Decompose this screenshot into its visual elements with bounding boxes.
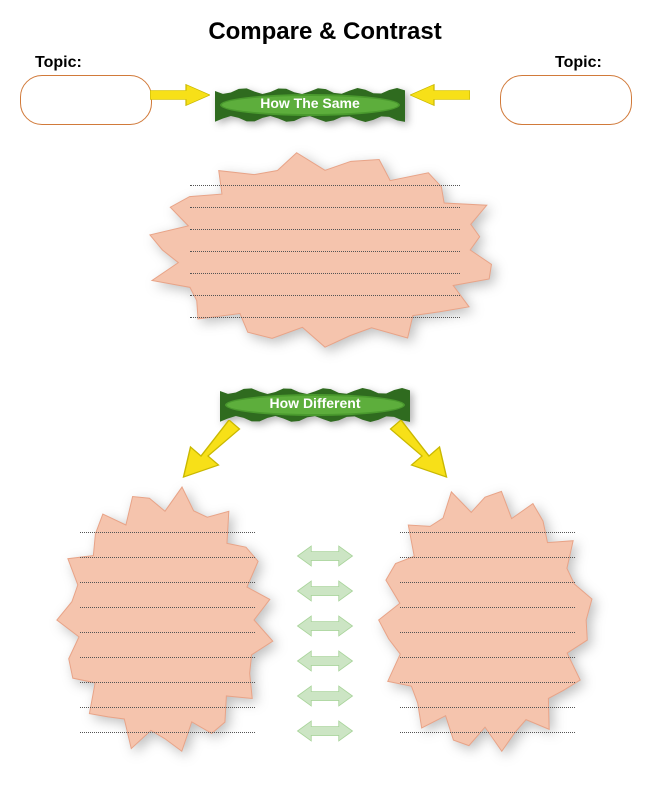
write-line	[80, 657, 255, 658]
write-line	[190, 185, 460, 186]
write-line	[190, 251, 460, 252]
double-arrow-icon	[295, 580, 355, 602]
diff-right-lines[interactable]	[400, 532, 575, 733]
write-line	[190, 317, 460, 318]
write-line	[80, 632, 255, 633]
double-arrow-icon	[295, 615, 355, 637]
write-line	[400, 532, 575, 533]
double-arrow-icon	[295, 545, 355, 567]
arrow-top-right	[410, 80, 470, 110]
write-line	[80, 682, 255, 683]
double-arrow-icon	[295, 650, 355, 672]
write-line	[80, 707, 255, 708]
write-line	[80, 582, 255, 583]
topic-left-label: Topic:	[35, 54, 82, 72]
write-line	[80, 732, 255, 733]
write-line	[190, 229, 460, 230]
write-line	[80, 607, 255, 608]
write-line	[400, 582, 575, 583]
topic-box-left[interactable]	[20, 75, 152, 125]
write-line	[400, 732, 575, 733]
banner-same-text: How The Same	[210, 95, 410, 111]
arrow-bottom-right	[380, 420, 450, 480]
write-line	[400, 682, 575, 683]
topic-box-right[interactable]	[500, 75, 632, 125]
write-line	[190, 295, 460, 296]
write-line	[190, 207, 460, 208]
write-line	[190, 273, 460, 274]
write-line	[400, 657, 575, 658]
arrow-bottom-left	[180, 420, 250, 480]
arrow-top-left	[150, 80, 210, 110]
same-lines[interactable]	[190, 185, 460, 318]
write-line	[400, 707, 575, 708]
banner-diff-text: How Different	[215, 395, 415, 411]
double-arrow-icon	[295, 720, 355, 742]
diff-left-lines[interactable]	[80, 532, 255, 733]
write-line	[400, 557, 575, 558]
write-line	[80, 532, 255, 533]
worksheet-page: Compare & Contrast Topic: Topic: How The…	[0, 0, 650, 809]
write-line	[80, 557, 255, 558]
write-line	[400, 632, 575, 633]
topic-right-label: Topic:	[555, 54, 602, 72]
write-line	[400, 607, 575, 608]
double-arrow-icon	[295, 685, 355, 707]
page-title: Compare & Contrast	[0, 18, 650, 46]
